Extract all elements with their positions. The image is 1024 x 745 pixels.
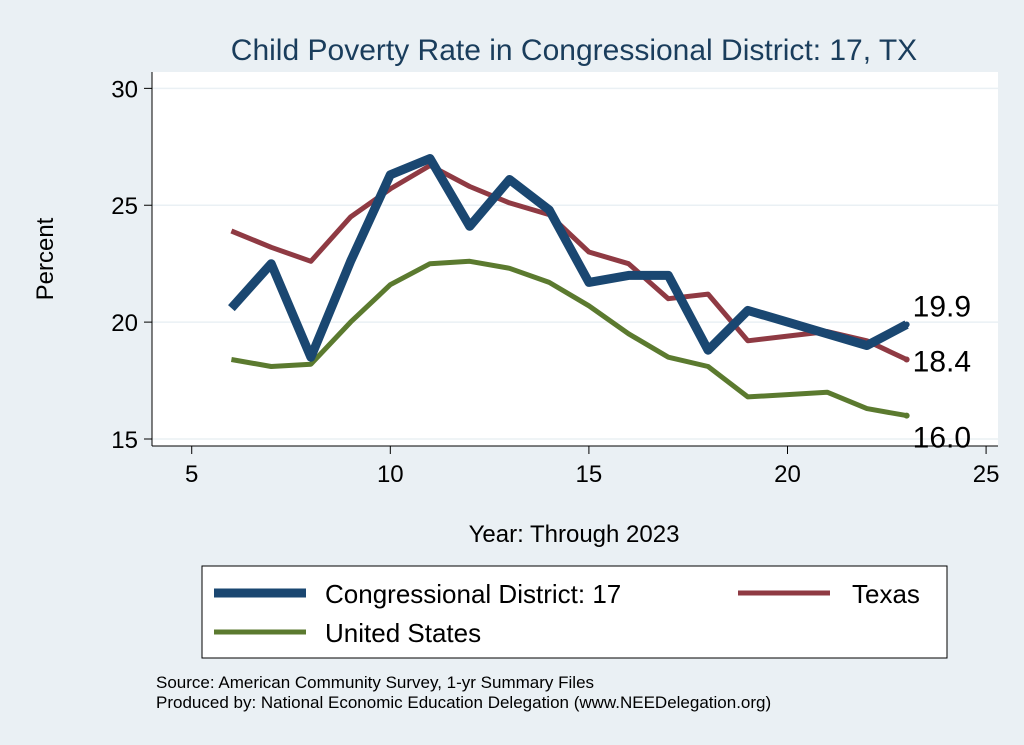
axes: 15 20 25 30 5 10 15 20 25	[111, 72, 999, 488]
legend-label-district: Congressional District: 17	[325, 579, 621, 609]
end-labels: 19.9 18.4 16.0	[903, 290, 971, 455]
chart-title: Child Poverty Rate in Congressional Dist…	[231, 34, 917, 67]
end-label-district: 19.9	[913, 290, 971, 323]
legend-box	[201, 565, 948, 659]
y-tick-label: 30	[111, 76, 138, 103]
y-axis-title: Percent	[32, 217, 59, 300]
end-label-texas: 18.4	[913, 346, 971, 379]
y-tick-label: 20	[111, 310, 138, 337]
legend-label-texas: Texas	[852, 579, 920, 609]
end-point	[903, 412, 910, 419]
grid	[152, 87, 998, 440]
series-line-us	[230, 258, 908, 419]
x-tick-label: 5	[185, 461, 198, 488]
end-point	[903, 356, 910, 363]
series-line-texas	[230, 163, 908, 362]
x-axis-title: Year: Through 2023	[469, 521, 680, 548]
x-tick-label: 20	[774, 461, 801, 488]
source-note: Source: American Community Survey, 1-yr …	[156, 673, 594, 692]
x-tick-label: 25	[973, 461, 1000, 488]
legend-label-us: United States	[325, 618, 481, 648]
x-tick-label: 15	[576, 461, 603, 488]
series-lines	[228, 154, 909, 419]
series-line-district	[228, 154, 909, 362]
end-point	[903, 321, 910, 328]
y-tick-label: 25	[111, 193, 138, 220]
producer-note: Produced by: National Economic Education…	[156, 693, 771, 712]
legend: Congressional District: 17 Texas United …	[201, 565, 948, 659]
y-tick-label: 15	[111, 427, 138, 454]
x-tick-label: 10	[377, 461, 404, 488]
end-label-us: 16.0	[913, 422, 971, 455]
